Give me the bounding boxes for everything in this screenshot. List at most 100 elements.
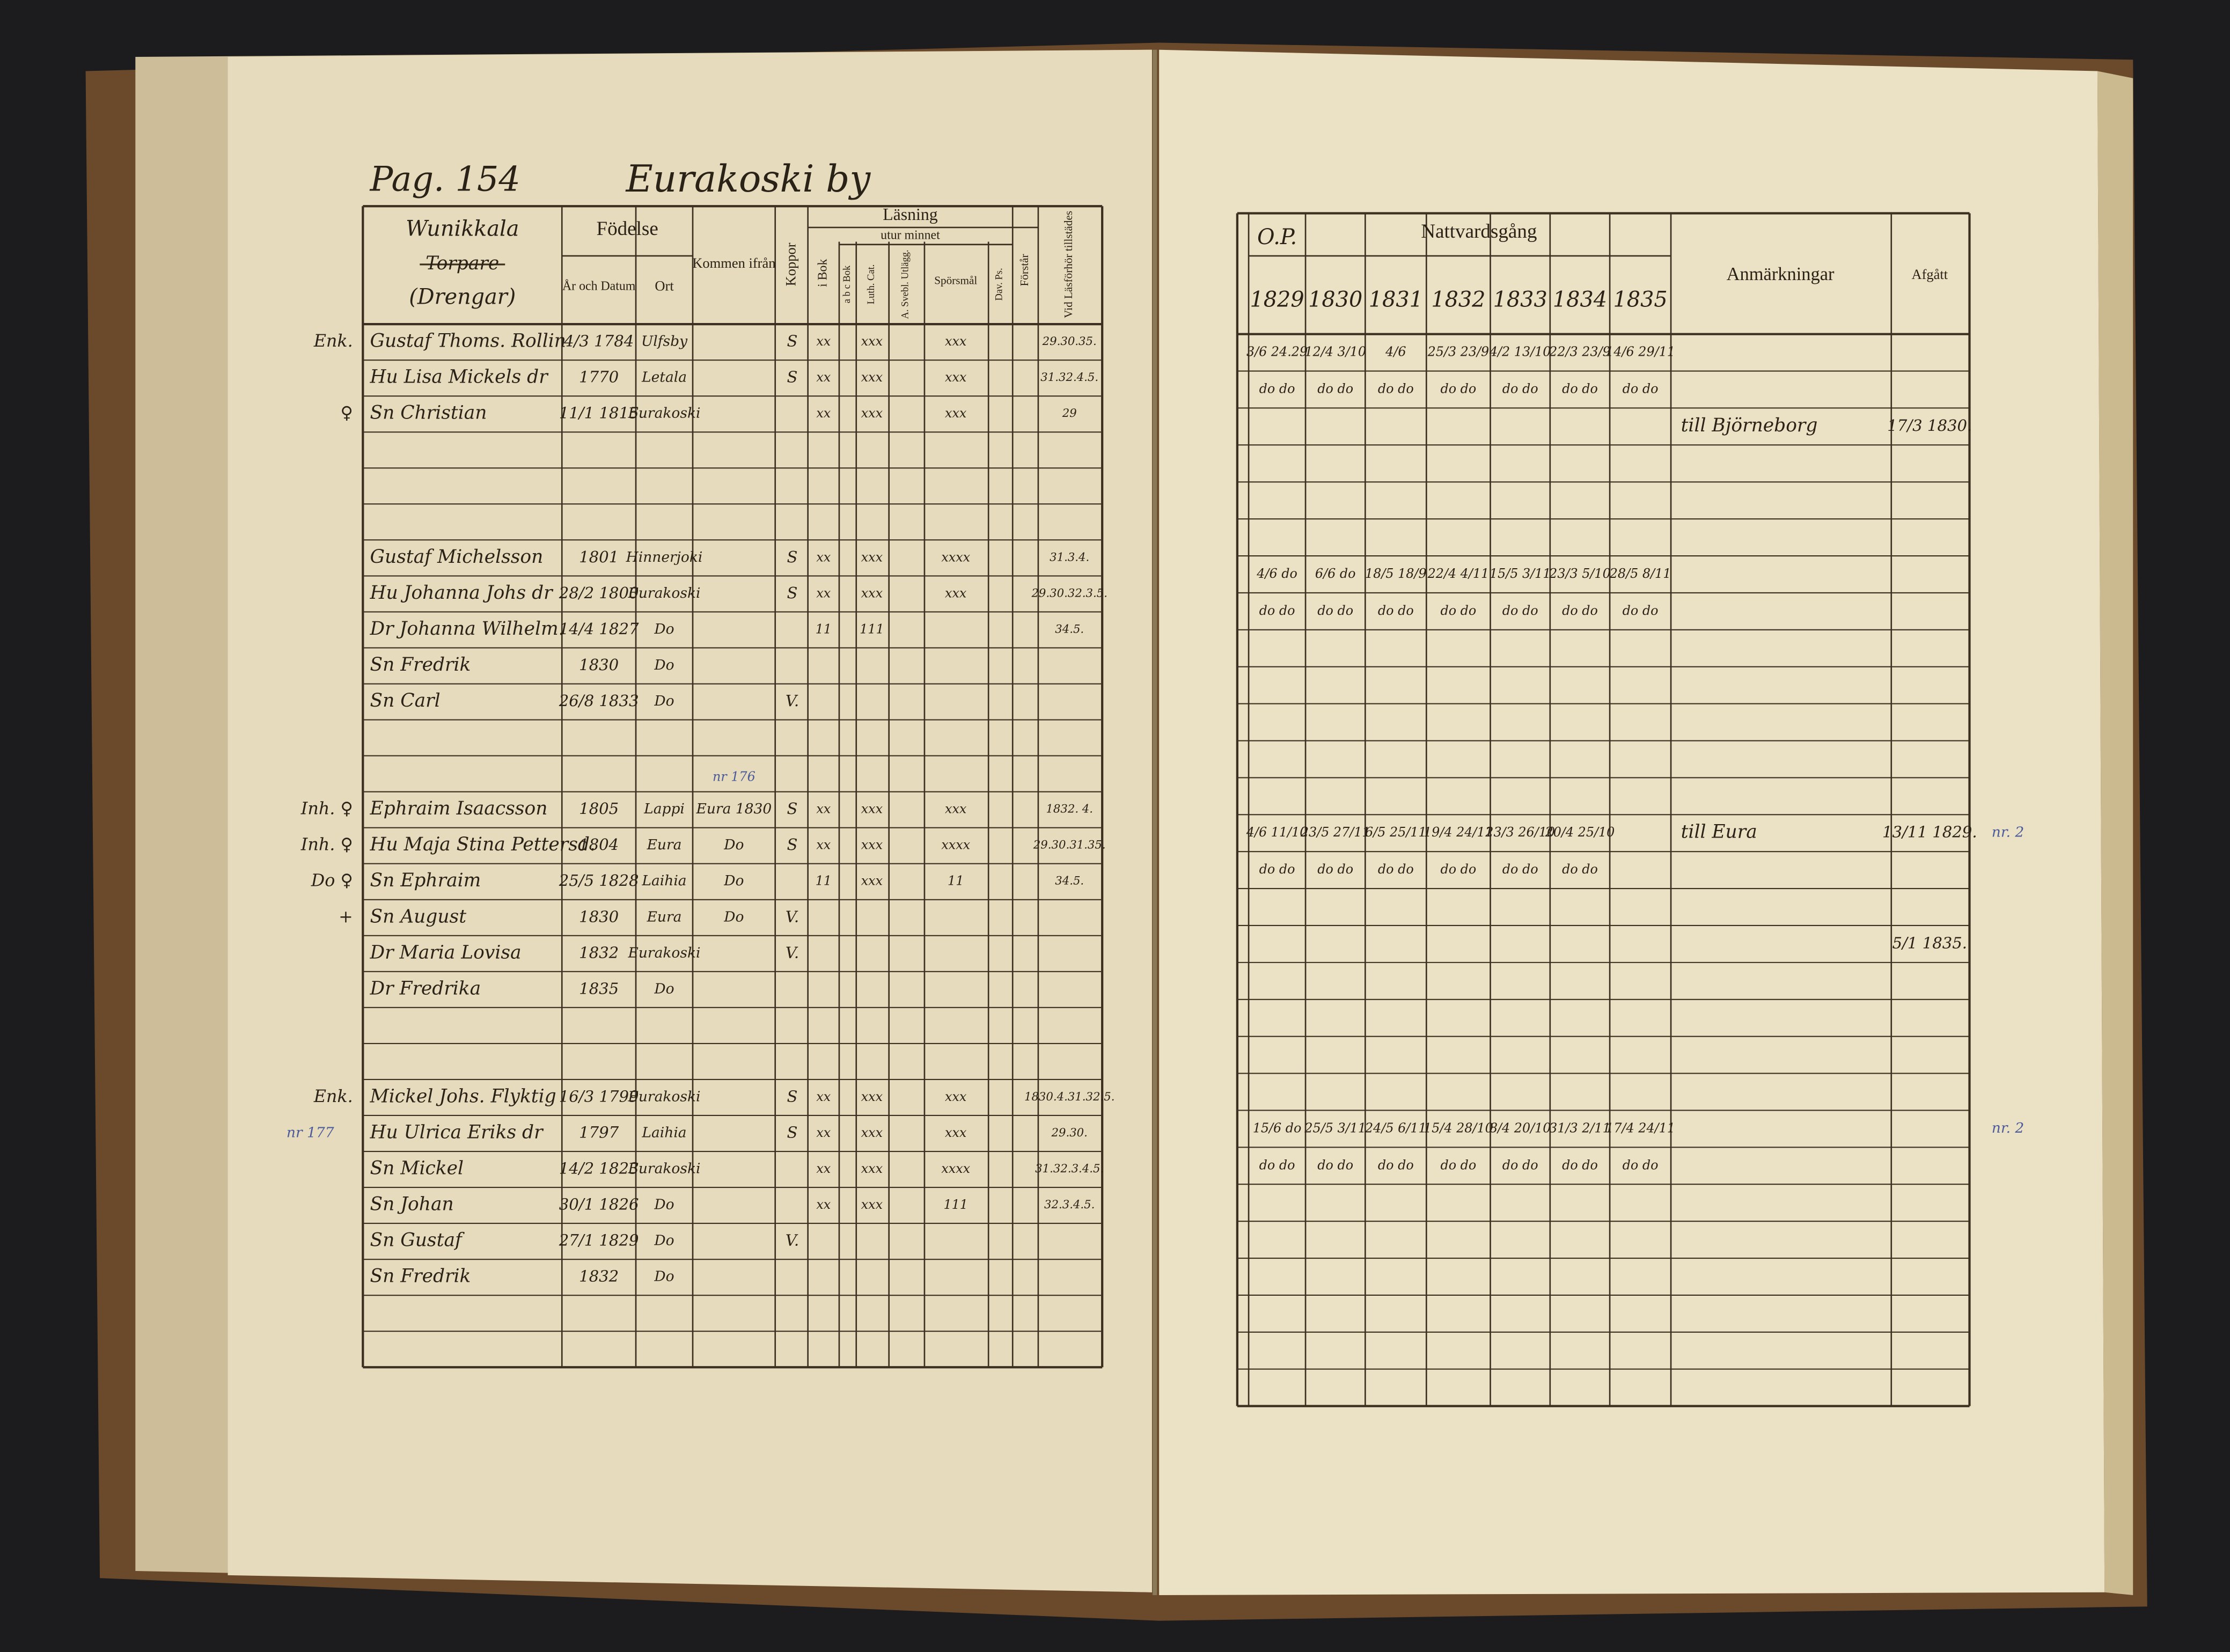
cell-born: 14/4 1827 — [559, 620, 639, 638]
communion-date: 3/6 24.29 — [1246, 344, 1308, 359]
cell-koppor: S — [787, 332, 798, 350]
cell-qs: xxx — [945, 370, 967, 385]
cell-born: 1804 — [579, 835, 619, 854]
communion-date: do do — [1441, 1157, 1477, 1172]
communion-date: 25/3 23/9 — [1427, 344, 1490, 359]
cell-place: Do — [654, 1268, 674, 1285]
cell-place: Laihia — [641, 1125, 686, 1141]
communion-date: 4/2 13/10 — [1489, 344, 1551, 359]
cell-cat: xxx — [861, 1161, 883, 1176]
cell-from: Eura 1830 — [696, 801, 772, 817]
communion-date: do do — [1562, 381, 1598, 397]
year-header: 1829 — [1250, 288, 1304, 312]
cell-name: Hu Maja Stina Pettersd. — [370, 834, 596, 855]
cell-born: 28/2 1800 — [559, 584, 639, 602]
cell-place: Letala — [641, 369, 687, 386]
communion-date: do do — [1259, 381, 1295, 397]
cell-qs: 111 — [943, 1197, 967, 1212]
communion-date: 24/5 6/11 — [1365, 1120, 1427, 1135]
row-mark: ♀ — [341, 403, 353, 423]
left-page — [228, 49, 1152, 1592]
communion-date: do do — [1441, 381, 1477, 397]
cell-forhor: 31.3.4. — [1050, 550, 1089, 563]
communion-date: do do — [1317, 862, 1353, 877]
header-birth-date: År och Datum — [562, 280, 636, 293]
header-household: Wunikkala — [406, 216, 519, 241]
cell-qs: xxx — [945, 1089, 967, 1104]
header-catechism: Luth. Cat. — [865, 265, 877, 305]
cell-cat: xxx — [861, 1089, 883, 1104]
communion-date: 23/5 27/11 — [1300, 825, 1370, 840]
cell-koppor: V. — [786, 1231, 799, 1250]
year-header: 1835 — [1613, 288, 1668, 312]
communion-date: do do — [1441, 603, 1477, 618]
communion-date: do do — [1623, 603, 1659, 618]
row-mark: Enk. — [313, 1086, 353, 1106]
cell-place: Eura — [647, 908, 682, 925]
cell-cat: xxx — [861, 1125, 883, 1140]
cell-name: Sn Fredrik — [370, 1266, 471, 1287]
header-hearing: Vid Läsförhör tillstädes — [1062, 211, 1075, 318]
table-grid — [362, 205, 1971, 1407]
cell-place: Do — [654, 657, 674, 673]
cell-cat: xxx — [861, 802, 883, 817]
row-mark: Inh. ♀ — [300, 835, 353, 855]
page-label: Pag. 154 — [370, 159, 520, 199]
cell-born: 1830 — [579, 656, 619, 674]
cell-name: Ephraim Isaacsson — [370, 798, 548, 819]
cell-place: Eurakoski — [628, 944, 701, 961]
cell-name: Sn Fredrik — [370, 654, 471, 676]
cell-name: Dr Maria Lovisa — [370, 942, 522, 963]
departed: 17/3 1830. — [1887, 416, 1972, 435]
cell-koppor: S — [787, 799, 798, 818]
cell-place: Eurakoski — [628, 405, 701, 422]
cell-bok: xx — [816, 802, 831, 817]
communion-date: do do — [1502, 381, 1538, 397]
cell-born: 4/3 1784 — [563, 332, 634, 350]
communion-date: 18/5 18/9 — [1365, 566, 1427, 581]
communion-date: 19/4 24/11 — [1424, 825, 1493, 840]
communion-date: do do — [1502, 1157, 1538, 1172]
header-pox: Koppor — [783, 243, 799, 286]
cell-name: Hu Lisa Mickels dr — [370, 366, 549, 388]
right-page-edges — [2097, 71, 2133, 1596]
header-birth-place: Ort — [655, 277, 674, 293]
header-abc: a b c Bok — [841, 265, 853, 303]
cell-forhor: 29.30.35. — [1042, 334, 1097, 348]
cell-forhor: 29.30. — [1051, 1126, 1088, 1139]
cell-cat: xxx — [861, 549, 883, 564]
cell-born: 16/3 1799 — [559, 1087, 639, 1105]
cell-place: Eurakoski — [628, 585, 701, 601]
communion-date: do do — [1502, 603, 1538, 618]
year-header: 1831 — [1369, 288, 1423, 312]
cell-born: 1832 — [579, 1267, 619, 1286]
row-mark: + — [339, 907, 353, 927]
communion-date: 23/3 5/10 — [1549, 566, 1611, 581]
cell-qs: xxx — [945, 334, 967, 349]
cell-bok: xx — [816, 549, 831, 564]
cell-name: Mickel Johs. Flyktig — [370, 1085, 556, 1107]
cell-qs: xxxx — [941, 549, 970, 564]
header-birth: Födelse — [596, 218, 658, 240]
cell-from: Do — [723, 836, 744, 853]
cell-born: 1835 — [579, 979, 619, 997]
cell-qs: xxx — [945, 406, 967, 421]
cell-forhor: 29.30.32.3.5. — [1031, 586, 1107, 599]
cell-cat: xxx — [861, 585, 883, 600]
cell-place: Eurakoski — [628, 1161, 701, 1177]
cell-born: 14/2 1823 — [559, 1159, 639, 1178]
cell-koppor: S — [787, 368, 798, 386]
communion-date: 4/6 — [1385, 344, 1406, 359]
cell-born: 30/1 1826 — [559, 1195, 639, 1214]
cell-bok: xx — [816, 406, 831, 421]
cell-born: 1797 — [579, 1124, 619, 1142]
year-header: 1830 — [1308, 288, 1362, 312]
communion-date: do do — [1317, 603, 1353, 618]
margin-note: nr 176 — [713, 769, 755, 784]
header-communion: Nattvardsgång — [1421, 221, 1537, 243]
village-name: Eurakoski by — [625, 158, 871, 201]
cell-place: Do — [654, 980, 674, 997]
row-mark: Inh. ♀ — [300, 799, 353, 819]
communion-date: 12/4 3/10 — [1304, 344, 1366, 359]
cell-forhor: 34.5. — [1055, 622, 1084, 635]
